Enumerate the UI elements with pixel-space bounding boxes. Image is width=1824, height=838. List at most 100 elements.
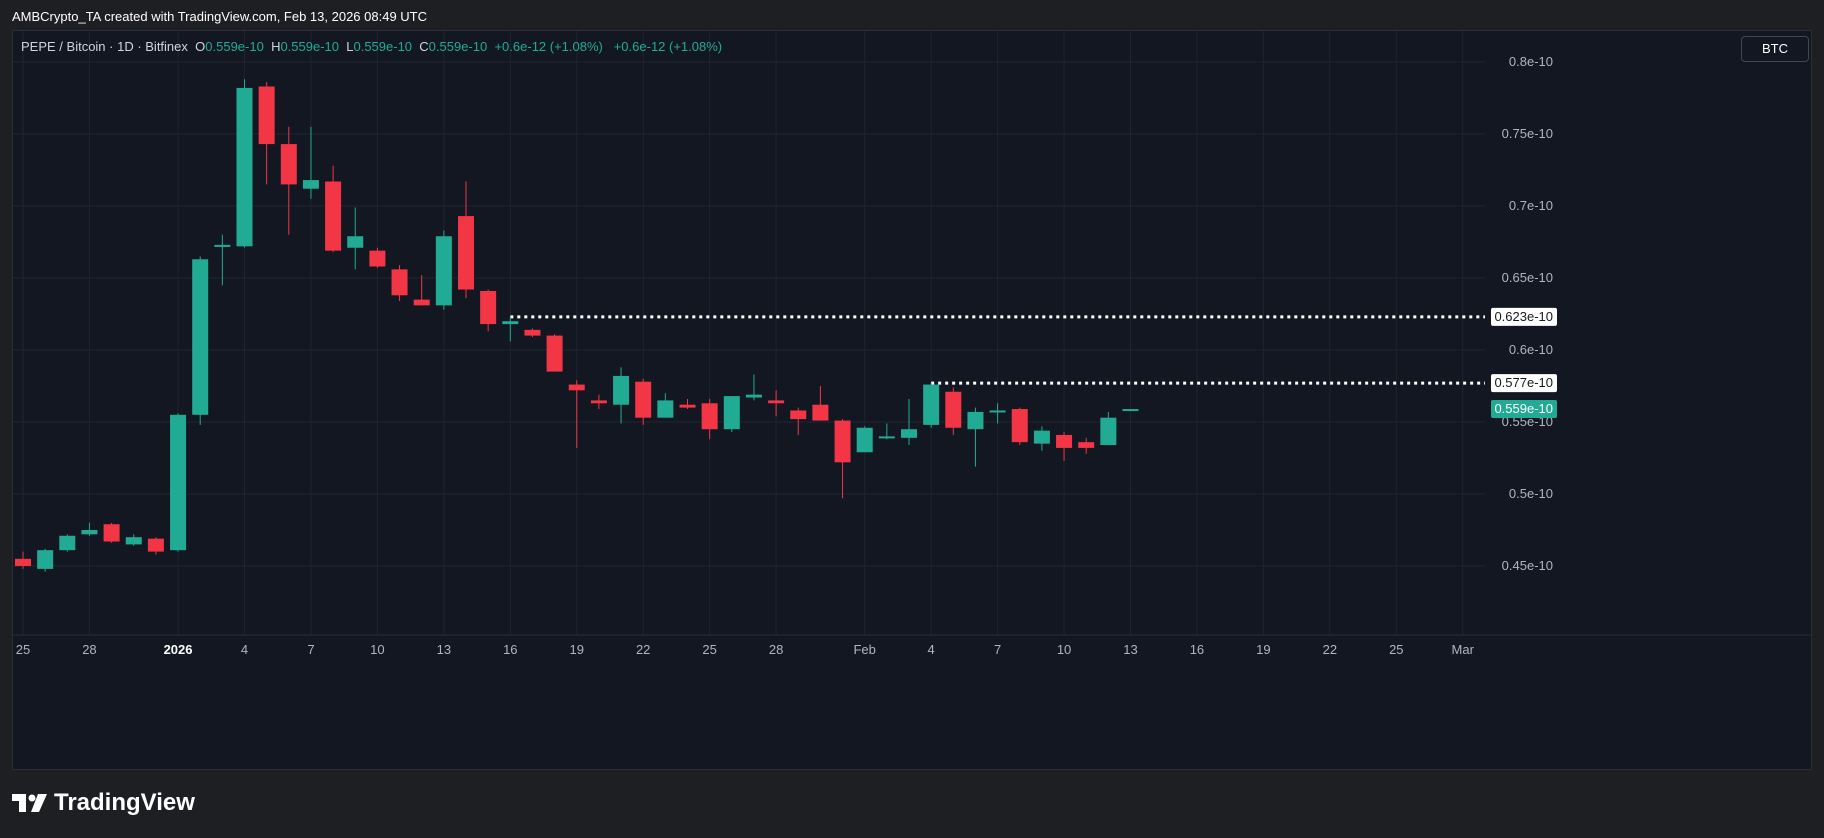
candle <box>170 413 187 552</box>
candle-body <box>1100 417 1117 446</box>
open-label: O <box>195 39 206 54</box>
candle-body <box>258 86 275 145</box>
candle <box>325 165 342 253</box>
candle <box>192 256 209 425</box>
candle-body <box>723 396 740 430</box>
high-value: 0.559e-10 <box>280 39 340 54</box>
candle <box>856 426 873 453</box>
time-tick-label: 22 <box>636 642 650 657</box>
candle-body <box>768 400 785 404</box>
tradingview-logo[interactable]: TradingView <box>12 789 195 817</box>
candle <box>37 548 54 572</box>
symbol-label: PEPE / Bitcoin · 1D · Bitfinex <box>21 39 188 54</box>
candle <box>214 234 231 286</box>
candle <box>15 551 31 569</box>
candle <box>590 394 607 410</box>
ohlc-legend: PEPE / Bitcoin · 1D · Bitfinex O0.559e-1… <box>21 39 722 54</box>
price-tick-label: 0.5e-10 <box>1509 486 1553 501</box>
candle <box>280 126 297 235</box>
time-tick-label: 7 <box>307 642 314 657</box>
candle-body <box>502 321 519 325</box>
candle <box>458 181 474 299</box>
candle-body <box>967 411 984 430</box>
candle <box>524 328 541 338</box>
candle-body <box>613 375 630 405</box>
candle-body <box>480 290 497 325</box>
chart-panel[interactable]: 0.45e-10 0.5e-10 0.55e-10 0.6e-10 0.65e-10 0.… <box>12 30 1812 770</box>
open-value: 0.559e-10 <box>205 39 264 54</box>
change-value: +0.6e-12 (+1.08%) <box>494 39 603 54</box>
time-tick-label: 28 <box>769 642 783 657</box>
last-price-label: 0.559e-10 <box>1494 401 1553 416</box>
currency-button[interactable]: BTC <box>1741 36 1809 62</box>
candle <box>768 390 785 417</box>
candle <box>834 419 851 499</box>
candle <box>502 316 519 342</box>
candle-body <box>679 404 696 408</box>
candle-body <box>1078 442 1095 448</box>
price-tick-label: 0.45e-10 <box>1502 558 1553 573</box>
time-tick-label: 25 <box>702 642 716 657</box>
tradingview-logo-icon <box>12 794 47 812</box>
candle-body <box>834 420 851 463</box>
time-tick-label: 4 <box>241 642 248 657</box>
candle <box>391 265 408 302</box>
time-tick-label: 10 <box>370 642 384 657</box>
candle <box>613 367 630 424</box>
candle <box>745 374 762 401</box>
candle <box>1100 411 1117 446</box>
candle <box>878 423 895 440</box>
time-tick-label: 16 <box>503 642 517 657</box>
candle <box>701 398 718 440</box>
price-axis[interactable]: 0.45e-100.5e-100.55e-100.6e-100.65e-100.… <box>1491 54 1557 573</box>
time-tick-label: 25 <box>16 642 30 657</box>
candle-body <box>989 410 1006 413</box>
time-tick-label: 22 <box>1323 642 1337 657</box>
candle-body <box>369 250 386 267</box>
price-tick-label: 0.65e-10 <box>1502 270 1553 285</box>
price-tick-label: 0.75e-10 <box>1502 126 1553 141</box>
candle-body <box>1122 409 1139 412</box>
candle <box>945 387 962 435</box>
change-value-secondary: +0.6e-12 (+1.08%) <box>613 39 723 54</box>
time-tick-label: 13 <box>1123 642 1137 657</box>
time-axis[interactable]: 25 28 2026 4 7 10 13 16 19 22 25 28 Feb 4 7 10 13 16 19 22 2… <box>16 642 1475 657</box>
candle <box>679 398 696 410</box>
candle-body <box>1033 430 1050 444</box>
candle-body <box>103 524 120 542</box>
candle <box>1078 437 1095 454</box>
candle <box>103 522 120 543</box>
time-tick-label: 10 <box>1057 642 1071 657</box>
time-tick-label: 19 <box>1256 642 1270 657</box>
close-label: C <box>419 39 429 54</box>
candle-body <box>347 236 364 248</box>
time-tick-label: 2026 <box>164 642 193 657</box>
candle-body <box>745 394 762 398</box>
last-price-tag <box>1491 400 1557 419</box>
candle-body <box>458 216 474 290</box>
candle-body <box>878 436 895 439</box>
candle-body <box>81 530 98 535</box>
candle-body <box>945 391 962 428</box>
candle-body <box>1056 434 1073 448</box>
candle-body <box>214 244 231 247</box>
candle-body <box>657 400 674 418</box>
candlestick-chart[interactable]: 0.45e-100.5e-100.55e-100.6e-100.65e-100.… <box>13 31 1811 769</box>
time-tick-label: 19 <box>570 642 584 657</box>
candle <box>147 537 164 555</box>
candle <box>302 126 319 199</box>
candle <box>967 407 984 467</box>
time-tick-label: 25 <box>1389 642 1403 657</box>
candle <box>413 275 430 306</box>
candle <box>1056 432 1073 461</box>
candle <box>790 407 807 435</box>
candle <box>236 79 253 248</box>
price-tick-label: 0.7e-10 <box>1509 198 1553 213</box>
candle-body <box>590 400 607 404</box>
candle-body <box>790 410 807 420</box>
time-tick-label: Mar <box>1452 642 1475 657</box>
candle <box>635 378 652 425</box>
candle-body <box>15 558 31 566</box>
candle <box>369 247 386 268</box>
candle-body <box>1011 409 1028 443</box>
